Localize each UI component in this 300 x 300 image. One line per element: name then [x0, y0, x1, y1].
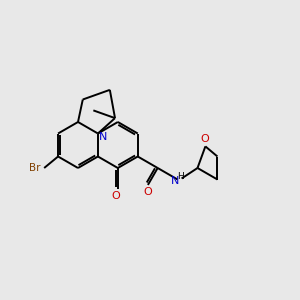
Text: H: H [177, 172, 184, 181]
Text: O: O [143, 187, 152, 197]
Text: N: N [99, 131, 107, 142]
Text: Br: Br [29, 163, 41, 173]
Text: N: N [170, 176, 179, 187]
Text: O: O [112, 191, 120, 201]
Text: O: O [200, 134, 209, 144]
